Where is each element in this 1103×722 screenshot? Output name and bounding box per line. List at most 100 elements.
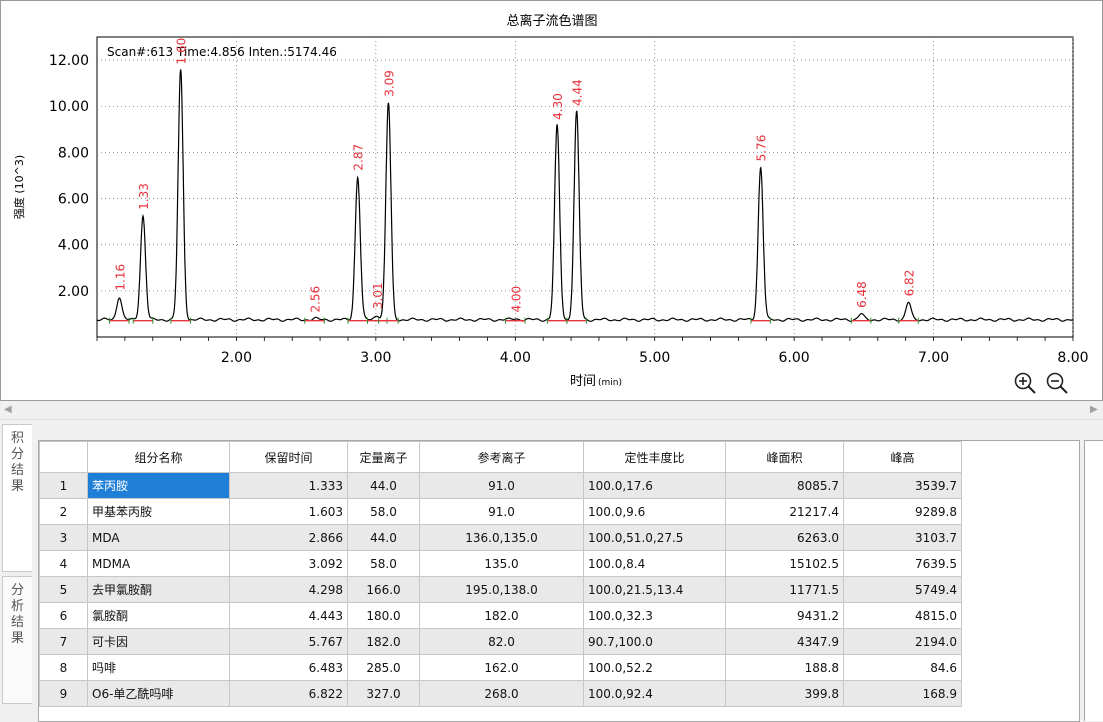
- table-cell[interactable]: 100.0,21.5,13.4: [583, 576, 726, 603]
- table-cell[interactable]: 162.0: [419, 654, 584, 681]
- table-cell[interactable]: 2: [39, 498, 88, 525]
- table-cell[interactable]: 100.0,9.6: [583, 498, 726, 525]
- table-cell[interactable]: 8085.7: [725, 472, 844, 499]
- table-cell[interactable]: 11771.5: [725, 576, 844, 603]
- table-row[interactable]: 8 吗啡 6.483 285.0 162.0 100.0,52.2 188.8 84.6: [39, 654, 962, 681]
- table-cell[interactable]: 2.866: [229, 524, 348, 551]
- table-cell[interactable]: 1.603: [229, 498, 348, 525]
- table-cell[interactable]: 6: [39, 602, 88, 629]
- table-cell[interactable]: 5.767: [229, 628, 348, 655]
- table-cell[interactable]: 100.0,32.3: [583, 602, 726, 629]
- table-cell[interactable]: 1: [39, 472, 88, 499]
- scroll-left-icon[interactable]: ◀: [4, 404, 12, 415]
- table-cell[interactable]: 82.0: [419, 628, 584, 655]
- table-cell[interactable]: 136.0,135.0: [419, 524, 584, 551]
- table-cell[interactable]: 3: [39, 524, 88, 551]
- table-cell[interactable]: 9431.2: [725, 602, 844, 629]
- table-cell[interactable]: 7: [39, 628, 88, 655]
- column-header[interactable]: 定性丰度比: [583, 441, 726, 473]
- peak-label[interactable]: 1.16: [113, 264, 127, 291]
- zoom-in-icon[interactable]: [1013, 371, 1037, 395]
- table-cell[interactable]: 195.0,138.0: [419, 576, 584, 603]
- column-header[interactable]: 峰高: [843, 441, 962, 473]
- table-cell[interactable]: 2194.0: [843, 628, 962, 655]
- table-cell[interactable]: 180.0: [347, 602, 420, 629]
- table-cell[interactable]: 去甲氯胺酮: [87, 576, 230, 603]
- zoom-out-icon[interactable]: [1045, 371, 1069, 395]
- table-cell[interactable]: 44.0: [347, 524, 420, 551]
- table-cell[interactable]: 1.333: [229, 472, 348, 499]
- table-cell[interactable]: 9: [39, 680, 88, 707]
- peak-label[interactable]: 1.60: [175, 38, 189, 65]
- table-cell[interactable]: 100.0,51.0,27.5: [583, 524, 726, 551]
- table-row[interactable]: 2 甲基苯丙胺 1.603 58.0 91.0 100.0,9.6 21217.4 9289.…: [39, 498, 962, 525]
- table-cell[interactable]: 58.0: [347, 550, 420, 577]
- table-row[interactable]: 4 MDMA 3.092 58.0 135.0 100.0,8.4 15102.5 7639.…: [39, 550, 962, 577]
- table-cell[interactable]: 285.0: [347, 654, 420, 681]
- column-header[interactable]: 组分名称: [87, 441, 230, 473]
- table-cell[interactable]: 4815.0: [843, 602, 962, 629]
- table-cell[interactable]: 399.8: [725, 680, 844, 707]
- table-cell[interactable]: 15102.5: [725, 550, 844, 577]
- table-cell[interactable]: 6.483: [229, 654, 348, 681]
- peak-label[interactable]: 2.87: [352, 144, 366, 171]
- table-cell[interactable]: 327.0: [347, 680, 420, 707]
- table-cell[interactable]: 可卡因: [87, 628, 230, 655]
- table-row[interactable]: 7 可卡因 5.767 182.0 82.0 90.7,100.0 4347.9 2194.0: [39, 628, 962, 655]
- table-cell[interactable]: 90.7,100.0: [583, 628, 726, 655]
- table-cell[interactable]: 4347.9: [725, 628, 844, 655]
- tab-integration-results[interactable]: 积分结果: [2, 424, 32, 572]
- table-cell[interactable]: 91.0: [419, 498, 584, 525]
- table-cell[interactable]: MDMA: [87, 550, 230, 577]
- table-cell[interactable]: 3103.7: [843, 524, 962, 551]
- peak-label[interactable]: 5.76: [755, 135, 769, 162]
- table-cell[interactable]: 3539.7: [843, 472, 962, 499]
- table-row[interactable]: 1 苯丙胺 1.333 44.0 91.0 100.0,17.6 8085.7 3539.7: [39, 472, 962, 499]
- table-cell[interactable]: 91.0: [419, 472, 584, 499]
- table-cell[interactable]: 100.0,92.4: [583, 680, 726, 707]
- table-cell[interactable]: 甲基苯丙胺: [87, 498, 230, 525]
- table-cell[interactable]: 21217.4: [725, 498, 844, 525]
- horizontal-scrollbar[interactable]: ◀ ▶: [0, 402, 1103, 420]
- table-cell[interactable]: 9289.8: [843, 498, 962, 525]
- table-cell[interactable]: 4: [39, 550, 88, 577]
- table-cell[interactable]: 氯胺酮: [87, 602, 230, 629]
- peak-label[interactable]: 6.82: [902, 270, 916, 297]
- table-cell[interactable]: 182.0: [419, 602, 584, 629]
- table-cell[interactable]: 5: [39, 576, 88, 603]
- peak-label[interactable]: 6.48: [855, 281, 869, 308]
- table-cell[interactable]: 100.0,8.4: [583, 550, 726, 577]
- table-cell[interactable]: 6263.0: [725, 524, 844, 551]
- peak-label[interactable]: 4.30: [551, 93, 565, 120]
- table-cell[interactable]: 268.0: [419, 680, 584, 707]
- table-cell[interactable]: 168.9: [843, 680, 962, 707]
- tab-analysis-results[interactable]: 分析结果: [2, 576, 32, 704]
- table-cell[interactable]: 44.0: [347, 472, 420, 499]
- table-row[interactable]: 6 氯胺酮 4.443 180.0 182.0 100.0,32.3 9431.2 4815.…: [39, 602, 962, 629]
- column-header[interactable]: 峰面积: [725, 441, 844, 473]
- tic-chart[interactable]: 总离子流色谱图 2.00 4.00 6.00 8.00 10.00 12.00 2.00 3.0…: [1, 1, 1102, 400]
- table-cell[interactable]: 4.298: [229, 576, 348, 603]
- table-cell[interactable]: 3.092: [229, 550, 348, 577]
- table-cell[interactable]: 188.8: [725, 654, 844, 681]
- peak-label[interactable]: 4.00: [509, 286, 523, 313]
- table-cell[interactable]: 84.6: [843, 654, 962, 681]
- table-row[interactable]: 3 MDA 2.866 44.0 136.0,135.0 100.0,51.0,27.5 6…: [39, 524, 962, 551]
- table-cell[interactable]: 吗啡: [87, 654, 230, 681]
- table-cell[interactable]: 8: [39, 654, 88, 681]
- table-cell[interactable]: 4.443: [229, 602, 348, 629]
- table-cell[interactable]: 58.0: [347, 498, 420, 525]
- table-cell[interactable]: 苯丙胺: [87, 472, 230, 499]
- table-cell[interactable]: 100.0,52.2: [583, 654, 726, 681]
- table-cell[interactable]: 5749.4: [843, 576, 962, 603]
- peak-label[interactable]: 2.56: [309, 286, 323, 313]
- column-header[interactable]: 保留时间: [229, 441, 348, 473]
- peak-label[interactable]: 3.01: [371, 282, 385, 309]
- peak-label[interactable]: 1.33: [137, 183, 151, 210]
- peak-label[interactable]: 4.44: [571, 79, 585, 106]
- table-cell[interactable]: 6.822: [229, 680, 348, 707]
- table-row[interactable]: 5 去甲氯胺酮 4.298 166.0 195.0,138.0 100.0,21.5,13…: [39, 576, 962, 603]
- table-cell[interactable]: 135.0: [419, 550, 584, 577]
- peak-label[interactable]: 3.09: [382, 70, 396, 97]
- table-row[interactable]: 9 O6-单乙酰吗啡 6.822 327.0 268.0 100.0,92.4 399.8 1…: [39, 680, 962, 707]
